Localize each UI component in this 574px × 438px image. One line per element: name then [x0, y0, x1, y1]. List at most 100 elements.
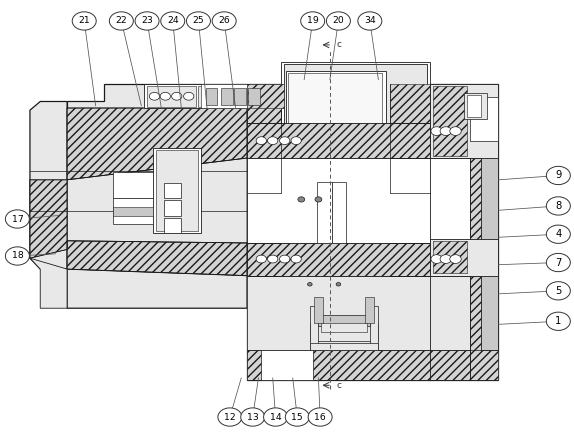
Bar	[365, 297, 374, 323]
Bar	[247, 84, 284, 108]
Text: 18: 18	[11, 251, 24, 261]
Bar	[288, 73, 382, 184]
Circle shape	[110, 12, 133, 30]
Circle shape	[212, 12, 236, 30]
Circle shape	[431, 127, 443, 135]
Bar	[247, 350, 498, 380]
Bar	[153, 148, 201, 233]
Circle shape	[546, 225, 571, 244]
Bar	[481, 132, 498, 350]
Text: 23: 23	[141, 17, 153, 25]
Bar	[222, 88, 232, 105]
Circle shape	[450, 127, 461, 135]
Bar	[247, 123, 498, 158]
Circle shape	[187, 12, 211, 30]
Circle shape	[267, 255, 278, 263]
Circle shape	[315, 197, 322, 202]
Text: 12: 12	[224, 413, 236, 421]
Circle shape	[336, 283, 341, 286]
Text: 19: 19	[307, 17, 319, 25]
Polygon shape	[67, 269, 247, 308]
Circle shape	[546, 282, 571, 300]
Polygon shape	[30, 102, 67, 269]
Circle shape	[256, 137, 266, 145]
Circle shape	[72, 12, 96, 30]
Bar	[433, 241, 467, 273]
Text: 34: 34	[364, 17, 376, 25]
Bar	[310, 323, 378, 341]
Polygon shape	[30, 180, 67, 258]
Bar	[317, 182, 332, 243]
Bar	[247, 84, 281, 123]
Text: 5: 5	[555, 286, 561, 296]
Circle shape	[263, 408, 288, 426]
Text: 21: 21	[78, 17, 90, 25]
Bar	[247, 276, 498, 350]
Bar	[113, 172, 153, 198]
Bar	[164, 183, 181, 198]
Text: c: c	[337, 40, 342, 49]
Bar	[248, 88, 259, 105]
Circle shape	[546, 312, 571, 330]
Bar	[319, 315, 370, 325]
Circle shape	[440, 127, 452, 135]
Polygon shape	[67, 84, 247, 108]
Bar	[433, 86, 467, 156]
Circle shape	[291, 255, 301, 263]
Text: 14: 14	[270, 413, 281, 421]
Bar	[147, 86, 196, 107]
Bar	[332, 182, 346, 243]
Polygon shape	[67, 241, 247, 276]
Bar	[144, 84, 247, 108]
Circle shape	[308, 283, 312, 286]
Text: 26: 26	[218, 17, 230, 25]
Circle shape	[327, 12, 350, 30]
Bar	[310, 306, 319, 350]
Bar	[156, 150, 199, 231]
Circle shape	[546, 253, 571, 272]
Text: 20: 20	[332, 17, 344, 25]
Text: 1: 1	[555, 316, 561, 326]
Circle shape	[160, 92, 170, 100]
Bar	[247, 84, 498, 380]
Bar	[470, 84, 498, 380]
Text: 24: 24	[167, 17, 179, 25]
Circle shape	[241, 408, 265, 426]
Polygon shape	[30, 258, 67, 308]
Circle shape	[280, 255, 290, 263]
Circle shape	[5, 210, 29, 228]
Circle shape	[285, 408, 309, 426]
Bar	[164, 218, 181, 233]
Circle shape	[5, 247, 29, 265]
Circle shape	[161, 12, 185, 30]
Circle shape	[546, 166, 571, 185]
Circle shape	[450, 254, 461, 263]
Text: 22: 22	[115, 17, 127, 25]
Bar	[199, 86, 244, 107]
Bar	[247, 243, 498, 276]
Text: 8: 8	[555, 201, 561, 211]
Bar	[470, 97, 498, 141]
Circle shape	[546, 197, 571, 215]
Circle shape	[301, 12, 325, 30]
Bar	[370, 306, 378, 350]
Circle shape	[291, 137, 301, 145]
Text: 13: 13	[247, 413, 259, 421]
Bar	[430, 239, 498, 276]
Bar	[286, 71, 386, 186]
Text: 17: 17	[11, 215, 24, 223]
Circle shape	[267, 137, 278, 145]
Circle shape	[358, 12, 382, 30]
Bar	[430, 84, 498, 158]
Bar	[113, 198, 153, 224]
Circle shape	[298, 197, 305, 202]
Bar	[164, 200, 181, 215]
Bar	[281, 62, 430, 193]
Circle shape	[135, 12, 159, 30]
Text: 15: 15	[292, 413, 303, 421]
Text: 9: 9	[555, 170, 561, 180]
Text: 16: 16	[314, 413, 326, 421]
Bar	[247, 158, 498, 243]
Bar	[206, 88, 218, 105]
Bar	[284, 64, 427, 191]
